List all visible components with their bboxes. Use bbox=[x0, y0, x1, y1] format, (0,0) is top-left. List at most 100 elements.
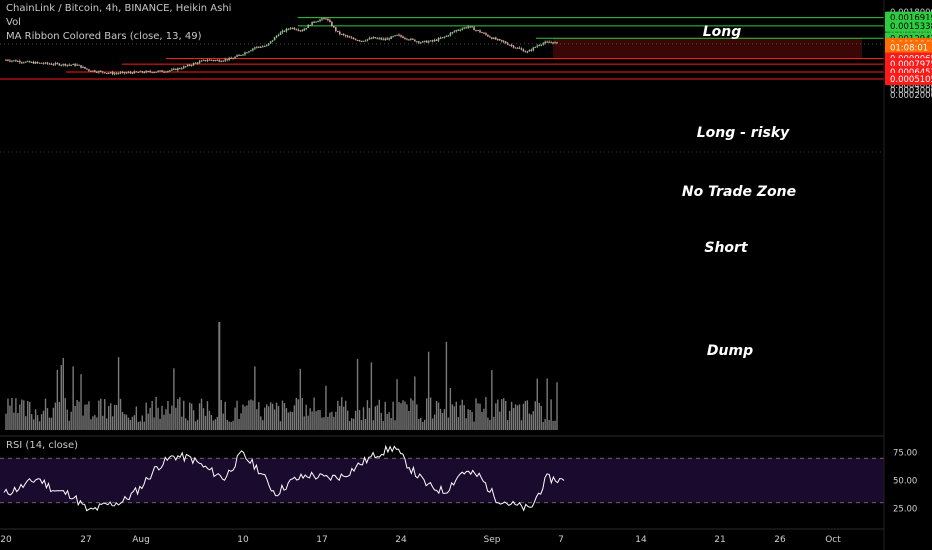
candle-body bbox=[252, 48, 254, 51]
candle-body bbox=[516, 47, 519, 49]
candle-body bbox=[421, 41, 424, 43]
candle-body bbox=[360, 40, 363, 42]
volume-bar bbox=[414, 376, 416, 430]
candle-body bbox=[123, 71, 126, 73]
volume-bar bbox=[370, 362, 373, 430]
candle-body bbox=[171, 69, 173, 71]
volume-bar bbox=[248, 400, 250, 430]
candle-body bbox=[250, 50, 252, 52]
candle-body bbox=[17, 61, 19, 63]
candle-body bbox=[317, 21, 319, 23]
candle-body bbox=[374, 37, 377, 39]
volume-bar bbox=[60, 364, 62, 430]
candle-body bbox=[103, 72, 106, 74]
volume-bar bbox=[212, 420, 215, 430]
volume-bar bbox=[242, 404, 244, 430]
volume-bar bbox=[333, 416, 335, 430]
candle-body bbox=[398, 34, 400, 36]
candle-body bbox=[165, 71, 167, 73]
candle-body bbox=[473, 27, 475, 31]
legend-vol: Vol bbox=[6, 17, 21, 28]
volume-bar bbox=[185, 418, 187, 430]
volume-bar bbox=[473, 421, 475, 430]
volume-bar bbox=[536, 378, 538, 430]
volume-bar bbox=[125, 414, 128, 430]
volume-bar bbox=[457, 417, 459, 430]
volume-bar bbox=[200, 398, 203, 430]
candle-body bbox=[153, 72, 155, 74]
candle-body bbox=[376, 38, 379, 40]
volume-bar bbox=[487, 417, 489, 430]
price-tag-label: 0.0006457 bbox=[890, 68, 932, 78]
candle-body bbox=[431, 40, 434, 42]
legend-ribbon: MA Ribbon Colored Bars (close, 13, 49) bbox=[6, 31, 202, 42]
candle-body bbox=[329, 20, 331, 23]
volume-bar bbox=[7, 398, 9, 430]
candle-body bbox=[184, 66, 187, 68]
candle-body bbox=[119, 72, 122, 74]
candle-body bbox=[528, 49, 531, 52]
volume-bar bbox=[447, 417, 450, 430]
volume-bar bbox=[281, 400, 284, 430]
volume-bar bbox=[113, 404, 116, 430]
volume-bar bbox=[538, 402, 540, 430]
volume-bar bbox=[232, 420, 234, 430]
annotation-no-trade-zone: No Trade Zone bbox=[682, 184, 796, 200]
volume-bar bbox=[524, 400, 527, 430]
volume-bar bbox=[194, 421, 197, 430]
volume-bar bbox=[522, 403, 525, 430]
volume-bar bbox=[510, 401, 513, 430]
volume-bar bbox=[469, 409, 471, 430]
candle-body bbox=[46, 62, 49, 64]
volume-bar bbox=[131, 416, 134, 430]
volume-bar bbox=[352, 418, 355, 430]
candle-body bbox=[206, 60, 209, 62]
candle-body bbox=[40, 62, 43, 64]
volume-bar bbox=[90, 419, 92, 430]
candle-body bbox=[111, 72, 114, 75]
volume-bar bbox=[256, 409, 258, 430]
volume-bar bbox=[88, 401, 90, 430]
candle-body bbox=[297, 29, 300, 31]
volume-bar bbox=[266, 404, 268, 430]
candle-body bbox=[368, 38, 371, 40]
candle-body bbox=[303, 28, 306, 31]
candle-body bbox=[459, 29, 462, 31]
volume-bar bbox=[325, 385, 327, 430]
volume-bar bbox=[40, 414, 43, 430]
candle-body bbox=[441, 37, 444, 39]
candle-body bbox=[445, 35, 448, 37]
candle-body bbox=[410, 38, 412, 40]
candle-body bbox=[190, 65, 193, 67]
candle-body bbox=[137, 71, 140, 73]
volume-bar bbox=[321, 417, 323, 430]
volume-bar bbox=[192, 410, 195, 430]
candle-body bbox=[101, 71, 104, 73]
candle-body bbox=[105, 72, 108, 74]
candle-body bbox=[60, 64, 63, 66]
candle-body bbox=[416, 41, 418, 43]
candle-body bbox=[287, 28, 290, 30]
volume-bar bbox=[179, 397, 181, 430]
candle-body bbox=[356, 40, 359, 42]
volume-bar bbox=[491, 370, 493, 430]
candle-body bbox=[285, 28, 288, 32]
candle-body bbox=[342, 33, 345, 35]
candle-body bbox=[291, 27, 294, 29]
candle-body bbox=[417, 41, 420, 43]
volume-bar bbox=[224, 401, 226, 430]
candle-body bbox=[34, 62, 37, 64]
candle-body bbox=[254, 47, 256, 49]
price-tag-label: 01:08:01 bbox=[890, 43, 928, 53]
volume-bar bbox=[260, 416, 262, 430]
candle-body bbox=[510, 45, 513, 47]
volume-bar bbox=[463, 405, 465, 430]
candle-body bbox=[313, 21, 315, 23]
volume-bar bbox=[54, 402, 57, 430]
candle-body bbox=[479, 30, 481, 33]
candle-body bbox=[532, 47, 535, 51]
candle-body bbox=[90, 70, 92, 72]
candle-body bbox=[540, 44, 543, 46]
volume-bar bbox=[501, 399, 503, 430]
